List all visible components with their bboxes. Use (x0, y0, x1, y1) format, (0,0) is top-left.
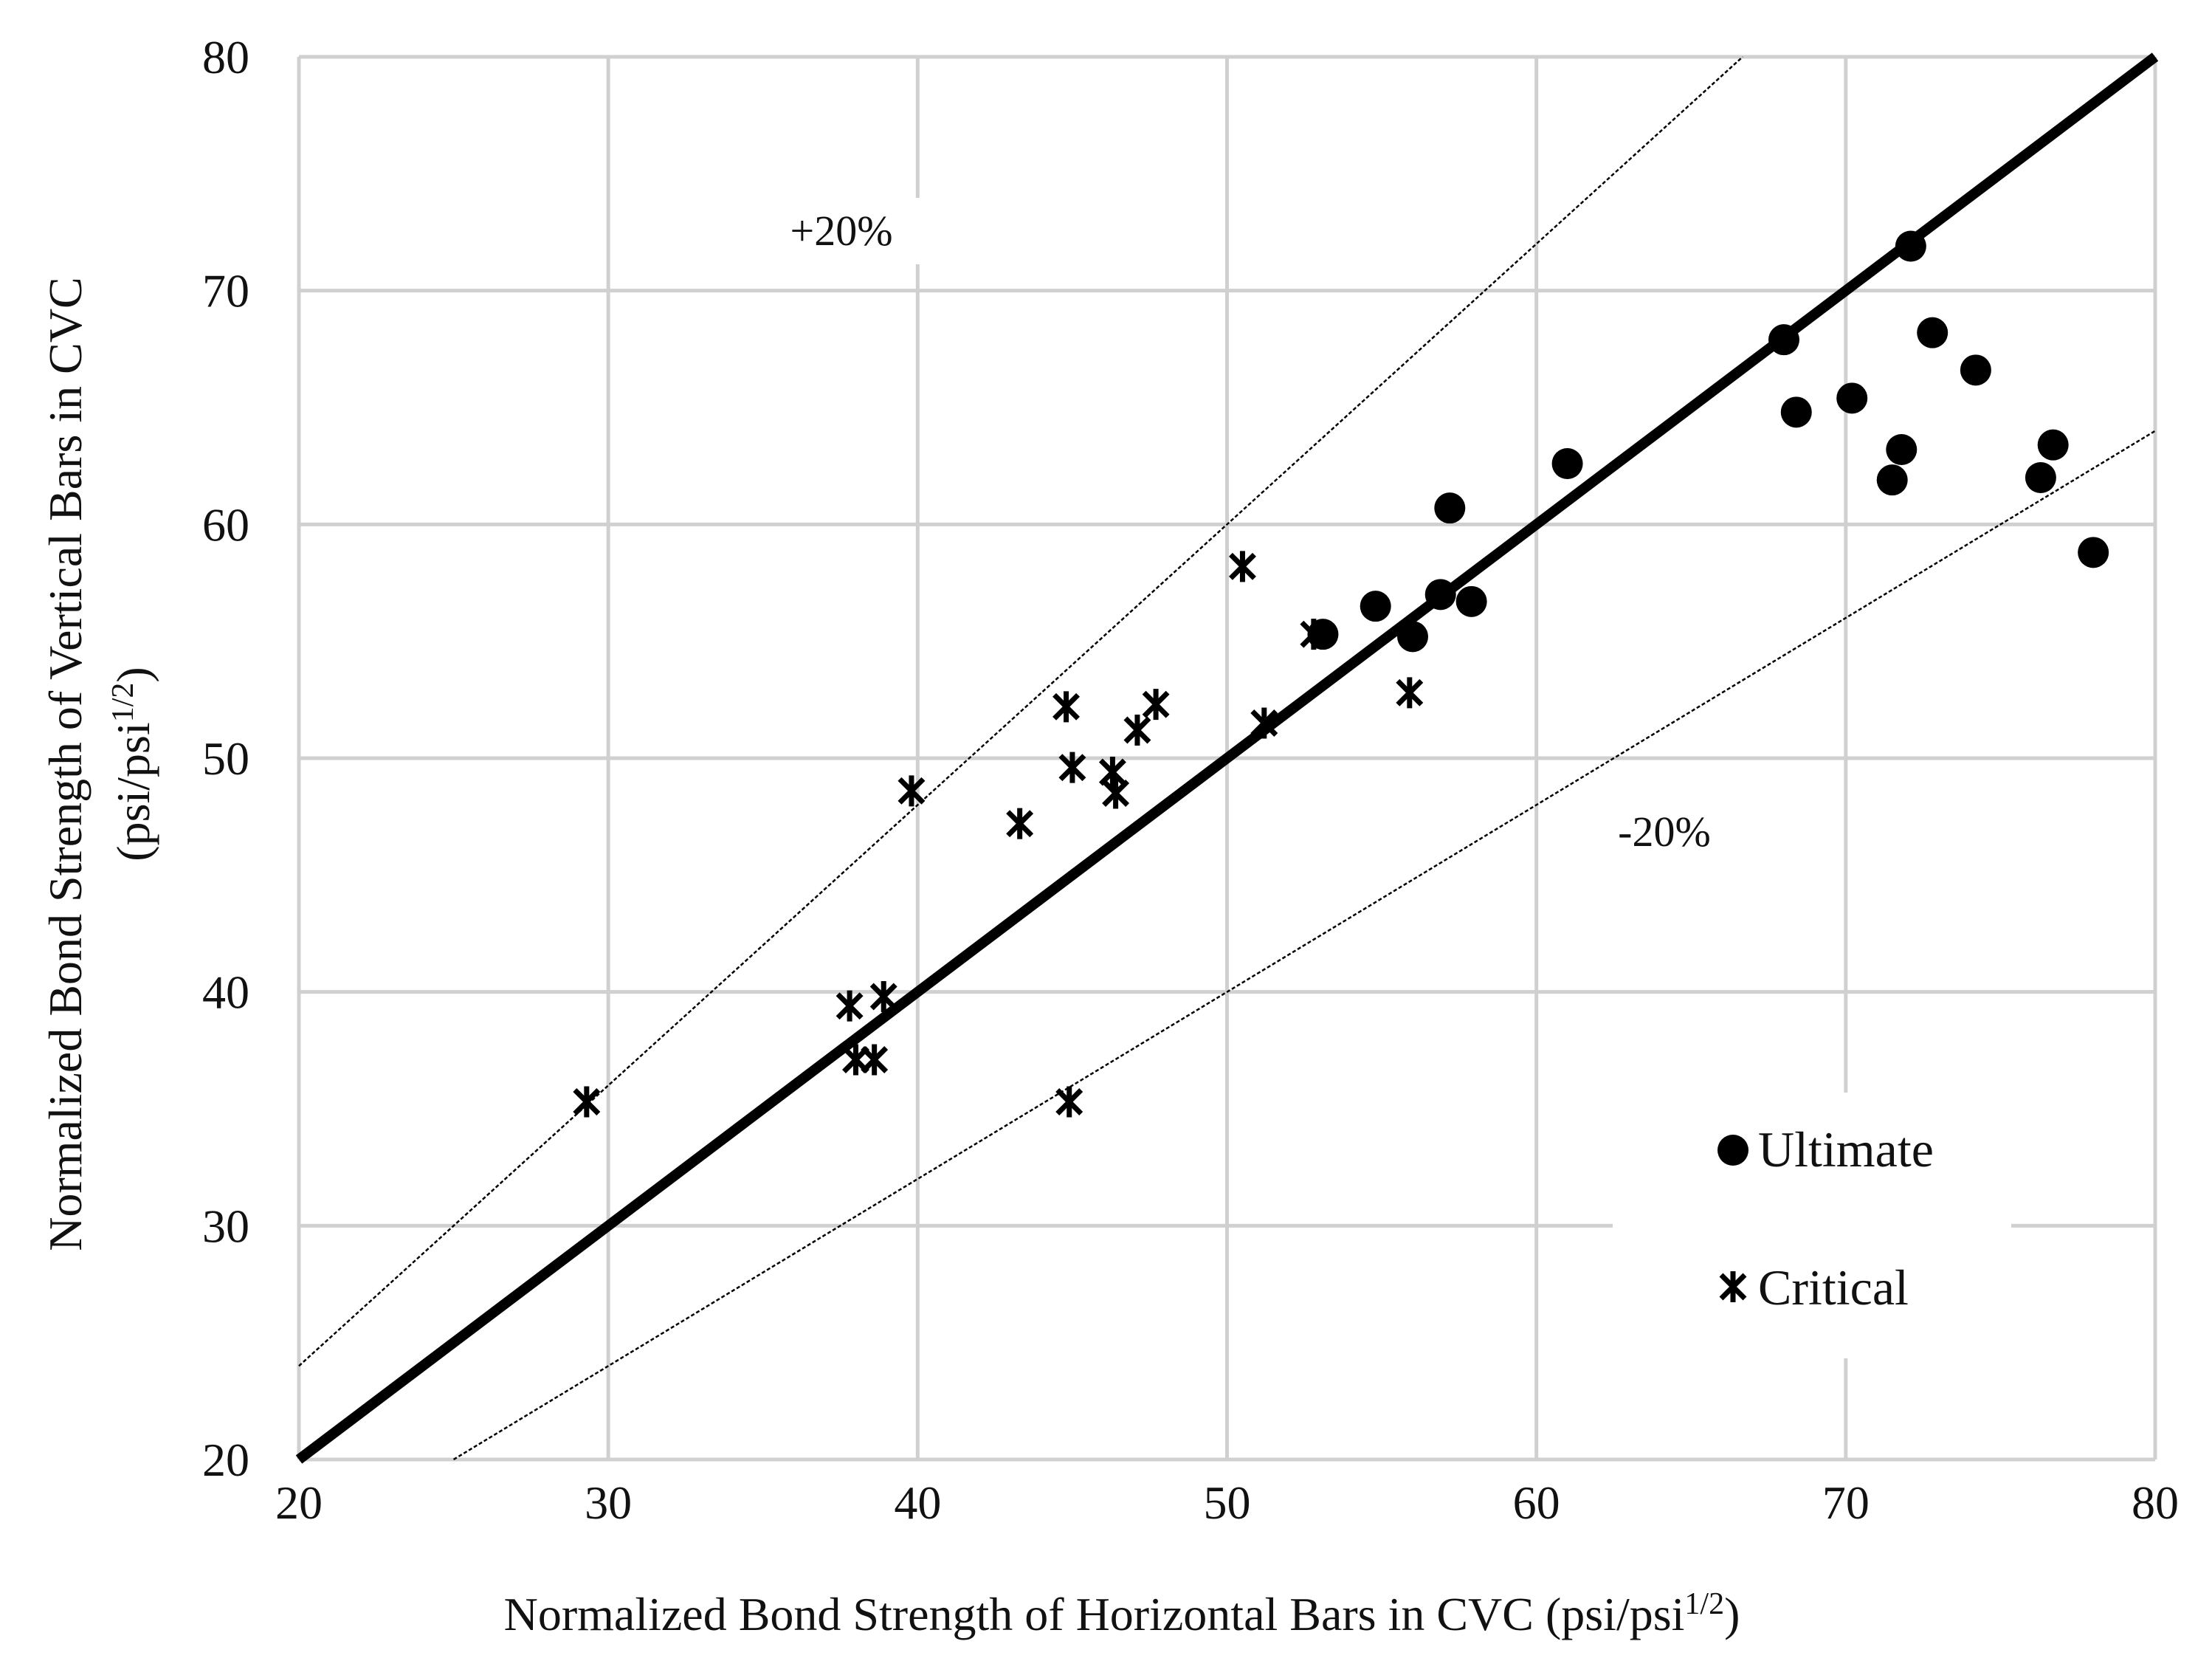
critical-point (573, 1086, 601, 1118)
ultimate-point (1876, 464, 1908, 496)
ultimate-point (1424, 579, 1456, 611)
y-axis-title: Normalized Bond Strength of Vertical Bar… (39, 277, 159, 1251)
critical-point (861, 1044, 889, 1076)
legend-label-ultimate: Ultimate (1758, 1121, 1934, 1177)
x-tick-label: 20 (275, 1476, 323, 1529)
reference-line-plus-20 (298, 56, 1743, 1367)
ultimate-point (1917, 317, 1949, 348)
plus20-label-bg (753, 198, 930, 264)
ultimate-point (1836, 382, 1868, 414)
y-tick-label: 40 (202, 966, 249, 1019)
ultimate-point (1434, 492, 1466, 524)
critical-point (1098, 757, 1126, 788)
x-tick-label: 70 (1822, 1476, 1870, 1529)
legend-asterisk-marker (1719, 1271, 1747, 1302)
ultimate-point (1551, 448, 1583, 479)
x-tick-label: 50 (1204, 1476, 1251, 1529)
x-tick-label: 60 (1513, 1476, 1560, 1529)
minus20-label-bg (1579, 801, 1757, 867)
x-tick-label: 30 (585, 1476, 632, 1529)
y-tick-label: 70 (202, 265, 249, 317)
y-tick-label: 30 (202, 1200, 249, 1252)
critical-point (1228, 551, 1256, 582)
reference-line-minus-20 (452, 430, 2156, 1461)
critical-point (1123, 715, 1151, 746)
data-points (573, 230, 2109, 1118)
ultimate-point (1397, 621, 1428, 653)
legend-circle-marker (1717, 1135, 1748, 1166)
legend-label-critical: Critical (1758, 1259, 1909, 1316)
minus-20-label: -20% (1618, 808, 1711, 856)
ultimate-point (1360, 591, 1391, 622)
y-tick-label: 60 (202, 498, 249, 551)
ultimate-point (2078, 537, 2109, 568)
y-tick-label: 20 (202, 1434, 249, 1486)
reference-lines (295, 52, 2159, 1464)
ultimate-point (1768, 324, 1799, 356)
ultimate-point (1895, 230, 1926, 262)
y-tick-label: 80 (202, 31, 249, 83)
critical-point (1052, 691, 1081, 723)
critical-point (1142, 689, 1170, 721)
y-axis-title-line2: (psi/psi1/2) (106, 667, 159, 861)
ultimate-point (1960, 354, 1991, 386)
ultimate-point (2025, 462, 2056, 493)
x-tick-label: 40 (894, 1476, 941, 1529)
critical-point (1058, 752, 1086, 783)
y-tick-label: 50 (202, 732, 249, 785)
critical-point (1250, 707, 1278, 739)
critical-point (1006, 808, 1034, 839)
critical-point (869, 981, 897, 1012)
ultimate-point (1455, 585, 1487, 617)
critical-point (1102, 777, 1130, 809)
critical-point (1055, 1086, 1083, 1118)
critical-point (897, 775, 926, 807)
ultimate-point (1886, 434, 1918, 465)
critical-point (835, 990, 864, 1022)
x-axis-title: Normalized Bond Strength of Horizontal B… (504, 1587, 1740, 1640)
x-tick-label: 80 (2132, 1476, 2179, 1529)
critical-point (1300, 619, 1328, 650)
ultimate-point (2037, 429, 2069, 461)
legend-box (1613, 1093, 2011, 1358)
tick-labels: 20 30 40 50 60 70 80 20 30 40 50 60 70 80 (202, 31, 2179, 1529)
reference-line-equality (295, 52, 2159, 1464)
plus-20-label: +20% (790, 207, 892, 255)
y-axis-title-line1: Normalized Bond Strength of Vertical Bar… (39, 277, 92, 1251)
critical-point (1396, 677, 1424, 709)
ultimate-point (1780, 396, 1812, 428)
legend: Ultimate Critical (1613, 1093, 2011, 1358)
